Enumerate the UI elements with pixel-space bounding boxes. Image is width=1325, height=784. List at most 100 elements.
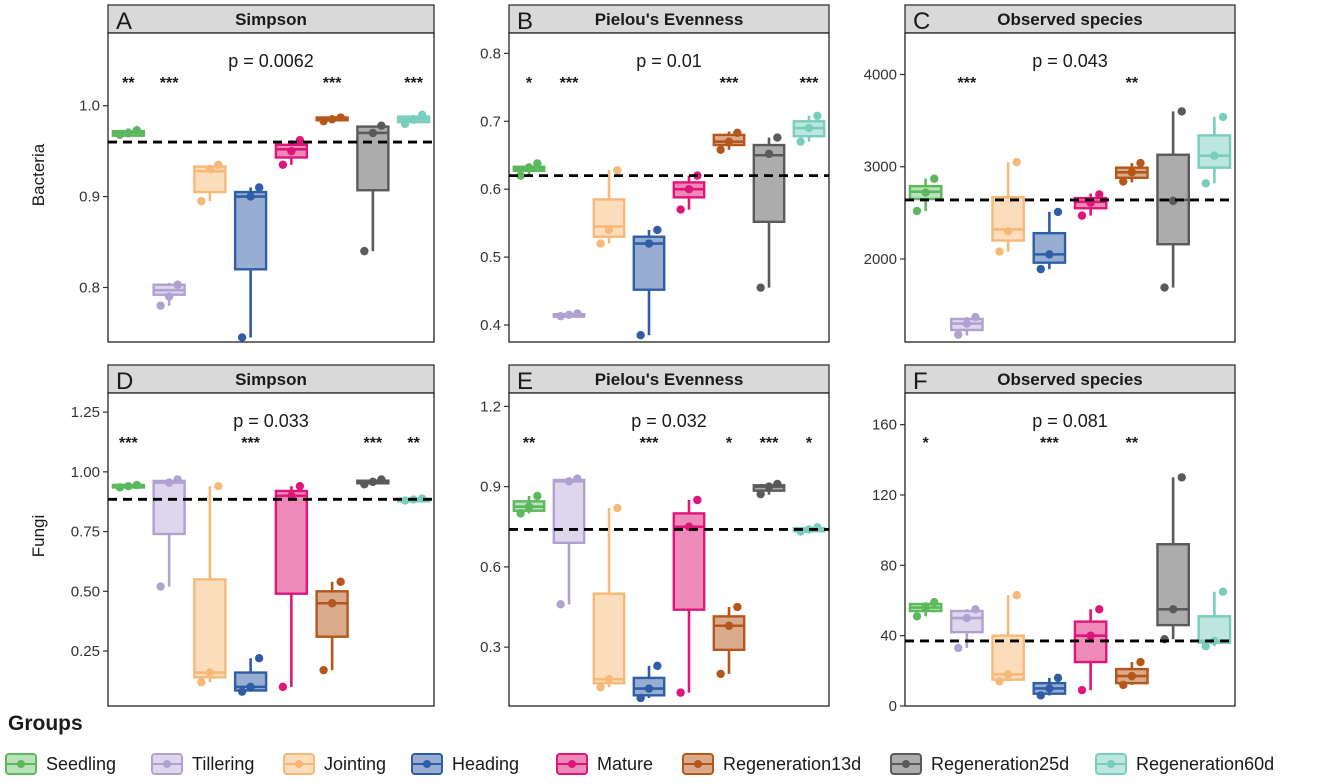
data-point xyxy=(573,474,582,483)
box-regeneration60d xyxy=(1197,587,1232,651)
box-heading xyxy=(233,183,268,342)
legend-key-point xyxy=(295,760,303,768)
box-jointing xyxy=(193,481,227,687)
y-tick-label: 0.6 xyxy=(480,559,501,576)
data-point xyxy=(756,489,765,499)
y-tick-label: 1.0 xyxy=(79,98,100,115)
significance-label: *** xyxy=(241,435,260,452)
data-point xyxy=(246,682,255,692)
data-point xyxy=(1095,190,1104,199)
legend-item-seedling: Seedling xyxy=(5,753,116,775)
box-jointing xyxy=(592,503,626,692)
data-point xyxy=(1218,587,1228,596)
data-point xyxy=(733,602,742,612)
data-point xyxy=(573,309,582,318)
data-point xyxy=(1003,670,1013,679)
significance-label: ** xyxy=(1126,435,1139,452)
box-regeneration13d xyxy=(712,128,746,155)
plot-frame xyxy=(508,392,830,707)
box-seedling xyxy=(512,159,546,180)
box-regeneration13d xyxy=(1114,158,1149,186)
p-value-label: p = 0.01 xyxy=(636,51,702,71)
data-point xyxy=(214,481,223,491)
p-value-label: p = 0.081 xyxy=(1032,411,1108,431)
p-value-label: p = 0.043 xyxy=(1032,51,1108,71)
data-point xyxy=(613,503,622,513)
panel-letter: A xyxy=(116,8,132,35)
row-label-fungi: Fungi xyxy=(29,515,48,558)
p-value-label: p = 0.033 xyxy=(233,411,309,431)
legend-item-regeneration25d: Regeneration25d xyxy=(890,753,1069,775)
data-point xyxy=(197,196,206,206)
data-point xyxy=(644,239,654,248)
data-point xyxy=(636,331,645,340)
data-point xyxy=(773,479,782,489)
box-regeneration60d xyxy=(792,111,826,146)
significance-label: *** xyxy=(800,75,819,92)
significance-label: *** xyxy=(364,435,383,452)
data-point xyxy=(604,225,614,235)
panel-title-strip xyxy=(107,364,435,394)
data-point xyxy=(653,661,662,671)
y-tick-label: 4000 xyxy=(864,67,897,84)
data-point xyxy=(813,111,822,121)
data-point xyxy=(962,319,972,328)
significance-label: ** xyxy=(407,435,420,452)
data-point xyxy=(1136,158,1145,168)
data-point xyxy=(921,603,930,612)
data-point xyxy=(796,137,805,146)
data-point xyxy=(400,496,410,505)
data-point xyxy=(377,121,386,130)
data-point xyxy=(1077,211,1087,220)
legend-key-point xyxy=(17,760,25,768)
legend-label: Regeneration60d xyxy=(1136,754,1274,774)
y-tick-label: 0.7 xyxy=(480,113,501,130)
box-iqr xyxy=(552,478,586,545)
data-point xyxy=(1086,631,1095,640)
data-point xyxy=(676,205,685,214)
box-jointing xyxy=(991,157,1026,256)
data-point xyxy=(556,600,565,609)
data-point xyxy=(604,675,614,684)
panel-title-strip xyxy=(107,4,435,34)
box-mature xyxy=(274,481,309,692)
data-point xyxy=(319,116,328,126)
y-tick-label: 40 xyxy=(880,628,897,645)
data-point xyxy=(1119,680,1128,690)
panel-letter: B xyxy=(517,8,533,35)
panel-letter: F xyxy=(913,368,928,395)
box-tillering xyxy=(950,605,984,653)
data-point xyxy=(556,311,565,321)
legend-key-point xyxy=(1107,760,1115,768)
data-point xyxy=(295,136,305,145)
data-point xyxy=(278,682,288,692)
box-seedling xyxy=(908,598,943,621)
data-point xyxy=(156,582,165,591)
legend-item-regeneration60d: Regeneration60d xyxy=(1095,753,1274,775)
y-tick-label: 0.4 xyxy=(480,317,501,334)
y-tick-label: 0.75 xyxy=(71,524,100,541)
p-value-label: p = 0.032 xyxy=(631,411,707,431)
data-point xyxy=(930,598,939,607)
significance-label: *** xyxy=(404,75,423,92)
box-heading xyxy=(233,654,268,696)
panel-title: Pielou's Evenness xyxy=(595,10,744,29)
y-tick-label: 1.25 xyxy=(71,404,100,421)
data-point xyxy=(653,225,662,235)
box-jointing xyxy=(592,165,626,248)
legend-label: Heading xyxy=(452,754,519,774)
data-point xyxy=(524,163,534,172)
data-point xyxy=(400,119,410,129)
box-tillering xyxy=(552,309,586,321)
significance-label: *** xyxy=(323,75,342,92)
box-regeneration25d xyxy=(356,121,390,256)
p-value-label: p = 0.0062 xyxy=(228,51,314,71)
legend-key-point xyxy=(163,760,171,768)
data-point xyxy=(254,183,264,192)
data-point xyxy=(1045,684,1054,693)
box-regeneration13d xyxy=(315,577,349,675)
data-point xyxy=(1127,168,1137,177)
legend-label: Regeneration13d xyxy=(723,754,861,774)
data-point xyxy=(724,621,734,630)
